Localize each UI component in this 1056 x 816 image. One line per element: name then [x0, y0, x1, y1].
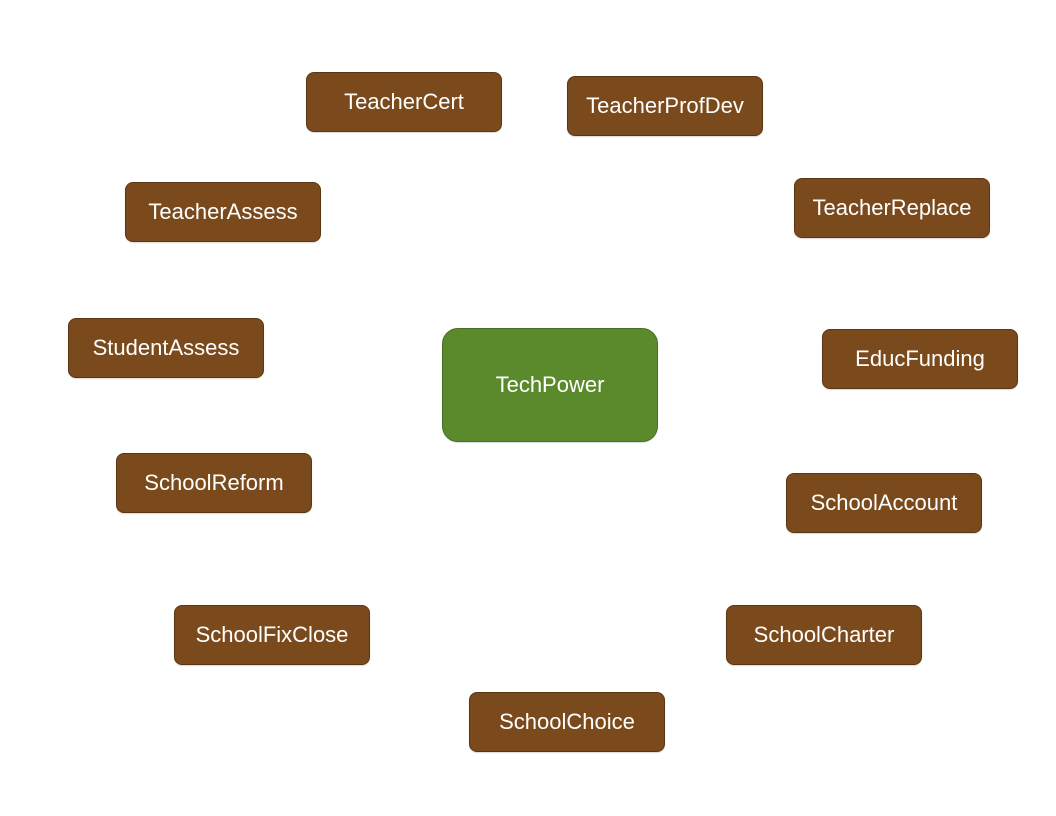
node-schoolaccount[interactable]: SchoolAccount — [786, 473, 982, 533]
node-label: SchoolReform — [144, 470, 284, 495]
node-teacherreplace[interactable]: TeacherReplace — [794, 178, 990, 238]
node-schoolfixclose[interactable]: SchoolFixClose — [174, 605, 370, 665]
node-label: SchoolCharter — [753, 622, 895, 647]
node-label: EducFunding — [855, 346, 985, 371]
node-label: TeacherReplace — [812, 195, 972, 220]
node-label: SchoolChoice — [499, 709, 635, 734]
node-teacherassess[interactable]: TeacherAssess — [125, 182, 321, 242]
node-label: SchoolAccount — [810, 490, 958, 515]
node-label: TeacherCert — [344, 89, 464, 114]
node-label: SchoolFixClose — [195, 622, 349, 647]
node-label: TechPower — [495, 372, 605, 397]
node-techpower[interactable]: TechPower — [442, 328, 658, 442]
node-teachercert[interactable]: TeacherCert — [306, 72, 502, 132]
node-label: StudentAssess — [92, 335, 240, 360]
node-teacherprofdev[interactable]: TeacherProfDev — [567, 76, 763, 136]
node-schoolchoice[interactable]: SchoolChoice — [469, 692, 665, 752]
node-label: TeacherAssess — [148, 199, 298, 224]
node-educfunding[interactable]: EducFunding — [822, 329, 1018, 389]
node-studentassess[interactable]: StudentAssess — [68, 318, 264, 378]
node-label: TeacherProfDev — [586, 93, 744, 118]
node-schoolcharter[interactable]: SchoolCharter — [726, 605, 922, 665]
node-schoolreform[interactable]: SchoolReform — [116, 453, 312, 513]
